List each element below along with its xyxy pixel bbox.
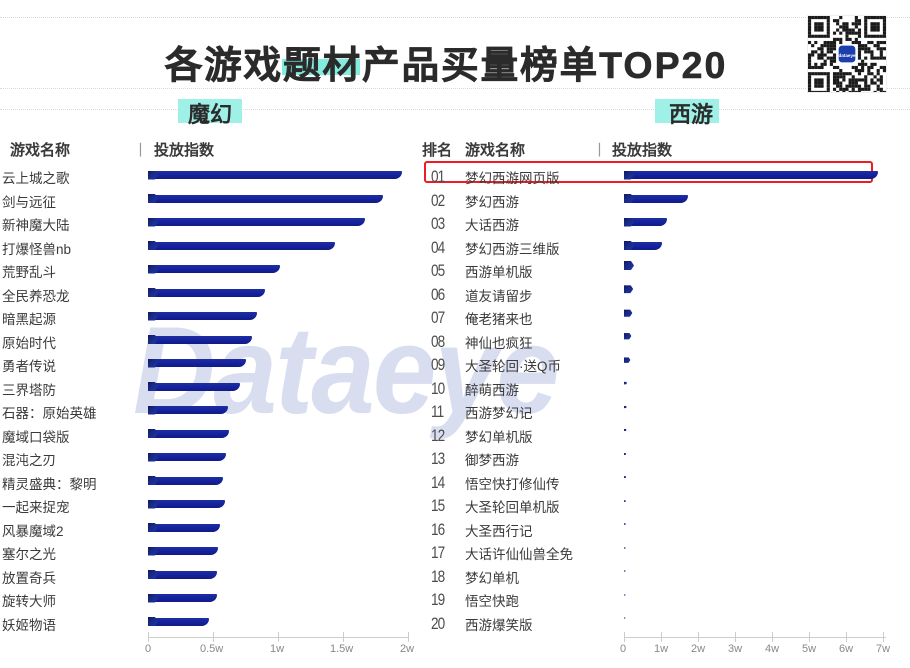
svg-text:dataeye: dataeye	[838, 53, 856, 58]
